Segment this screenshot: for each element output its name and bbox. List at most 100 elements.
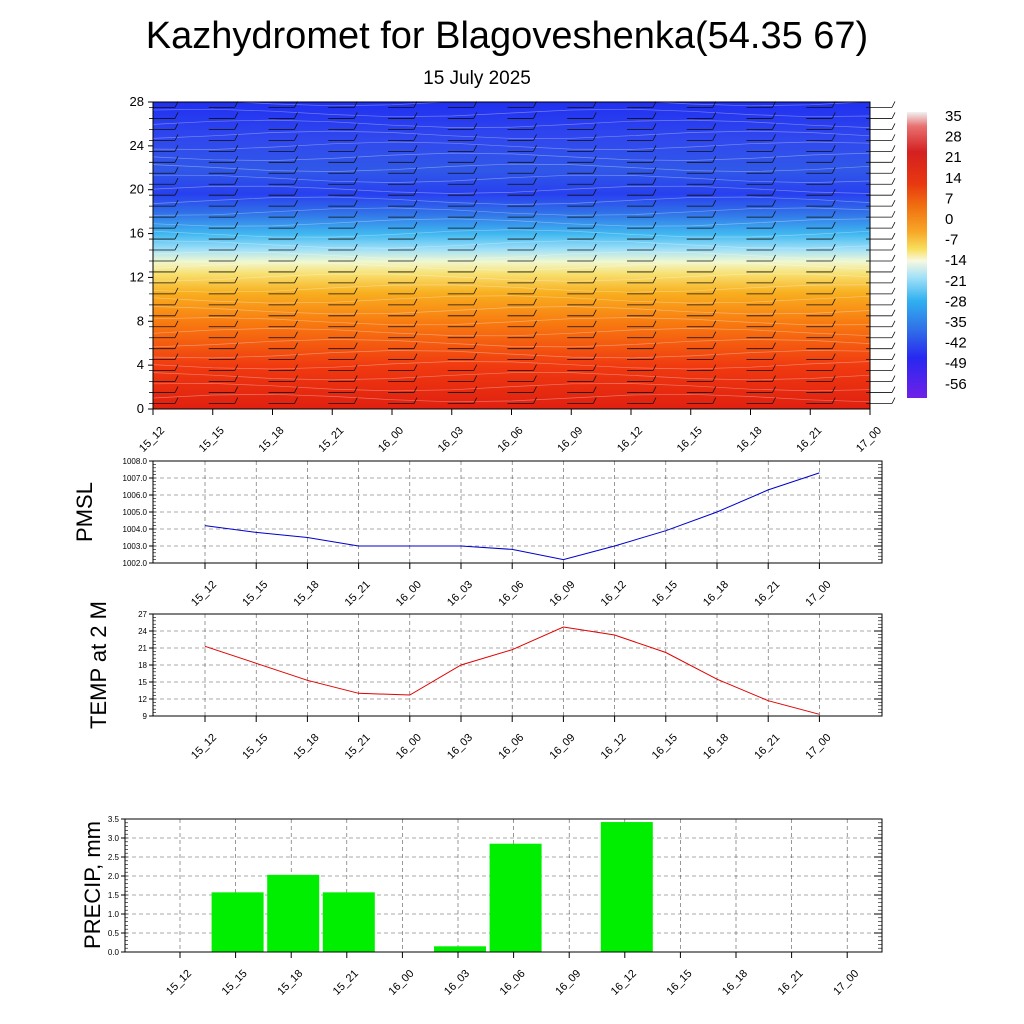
wind-barb-flag bbox=[234, 199, 239, 207]
heatmap-contour bbox=[152, 130, 871, 139]
wind-barb-flag bbox=[294, 397, 298, 404]
p4-y-tick-label: 3.5 bbox=[108, 815, 120, 824]
wind-barb-flag bbox=[174, 265, 179, 273]
wind-barb-flag bbox=[831, 112, 836, 119]
wind-barb-flag bbox=[712, 232, 717, 240]
wind-barb-flag bbox=[174, 397, 179, 404]
wind-barb-flag bbox=[294, 178, 298, 185]
wind-barb-flag bbox=[891, 167, 896, 174]
wind-barb-flag bbox=[772, 156, 776, 163]
pmsl-grid bbox=[153, 460, 882, 564]
heatmap-contour bbox=[152, 372, 871, 381]
wind-barb-flag bbox=[413, 287, 418, 295]
wind-barb-flag bbox=[413, 112, 418, 119]
wind-barb-flag bbox=[831, 145, 836, 152]
wind-barb-flag bbox=[533, 156, 537, 163]
wind-barb-flag bbox=[473, 123, 478, 130]
heatmap-y-tick-label: 28 bbox=[130, 94, 144, 109]
wind-barb-flag bbox=[413, 134, 418, 141]
temp-line bbox=[204, 626, 820, 715]
wind-barbs bbox=[149, 101, 896, 404]
wind-barb-flag bbox=[652, 221, 657, 229]
wind-barb-flag bbox=[533, 210, 537, 218]
wind-barb-flag bbox=[533, 189, 537, 196]
wind-barb-flag bbox=[353, 375, 358, 382]
wind-barb-flag bbox=[174, 178, 179, 185]
wind-barb-flag bbox=[831, 397, 836, 404]
wind-barb-flag bbox=[174, 353, 179, 360]
wind-barb-flag bbox=[891, 276, 896, 284]
wind-barb-flag bbox=[831, 309, 836, 316]
wind-barb-flag bbox=[592, 232, 597, 240]
p3-y-tick-label: 12 bbox=[138, 695, 147, 704]
wind-barb-flag bbox=[831, 265, 836, 273]
wind-barb-flag bbox=[294, 199, 298, 207]
wind-barb-flag bbox=[831, 123, 836, 130]
p3-x-tick-label: 16_12 bbox=[599, 732, 629, 762]
colorbar-label: 14 bbox=[945, 170, 962, 187]
wind-barb-flag bbox=[294, 156, 298, 163]
wind-barb-flag bbox=[473, 254, 478, 262]
wind-barb-flag bbox=[174, 243, 179, 251]
wind-barb-flag bbox=[712, 123, 717, 130]
colorbar-label: 35 bbox=[945, 108, 962, 125]
heatmap-contour bbox=[152, 163, 871, 172]
wind-barb-flag bbox=[772, 386, 776, 393]
p2-x-tick-label: 16_15 bbox=[650, 579, 680, 609]
wind-barb-flag bbox=[174, 342, 179, 349]
wind-barb-flag bbox=[592, 386, 597, 393]
wind-barb-flag bbox=[353, 386, 358, 393]
wind-barb-flag bbox=[831, 243, 836, 251]
wind-barb-flag bbox=[831, 189, 836, 196]
wind-barb-flag bbox=[533, 178, 537, 185]
wind-barb-flag bbox=[174, 221, 179, 229]
wind-barb-flag bbox=[174, 375, 179, 382]
p2-x-tick-label: 15_12 bbox=[189, 579, 219, 609]
wind-barb-flag bbox=[592, 243, 597, 251]
heatmap-contour bbox=[152, 328, 871, 337]
wind-barb-flag bbox=[294, 232, 298, 240]
pmsl-line bbox=[204, 472, 820, 561]
wind-barb-flag bbox=[891, 397, 896, 404]
wind-barb-flag bbox=[234, 232, 239, 240]
heatmap-y-tick-label: 24 bbox=[130, 138, 144, 153]
wind-barb-flag bbox=[891, 156, 896, 163]
p4-y-tick-label: 0.0 bbox=[108, 948, 120, 957]
wind-barb-flag bbox=[174, 134, 179, 141]
wind-barb-flag bbox=[533, 375, 537, 382]
wind-barb-flag bbox=[831, 276, 836, 284]
wind-barb-flag bbox=[353, 145, 358, 152]
wind-barb-flag bbox=[473, 112, 478, 119]
wind-barb-flag bbox=[712, 342, 717, 349]
heatmap-x-tick-label: 15_18 bbox=[257, 425, 287, 455]
wind-barb-flag bbox=[473, 232, 478, 240]
heatmap-contour bbox=[152, 284, 871, 293]
wind-barb-flag bbox=[294, 243, 298, 251]
wind-barb-flag bbox=[413, 320, 418, 327]
wind-barb-flag bbox=[294, 221, 298, 229]
wind-barb-flag bbox=[592, 298, 597, 306]
wind-barb-flag bbox=[234, 375, 239, 382]
wind-barb-flag bbox=[592, 189, 597, 196]
wind-barb-flag bbox=[772, 178, 776, 185]
wind-barb-flag bbox=[592, 353, 597, 360]
chart-title: Kazhydromet for Blagoveshenka(54.35 67) bbox=[146, 15, 868, 57]
wind-barb-flag bbox=[413, 353, 418, 360]
wind-barb-flag bbox=[353, 243, 358, 251]
p4-x-tick-label: 16_15 bbox=[664, 968, 694, 998]
wind-barb-flag bbox=[413, 342, 418, 349]
colorbar-label: -28 bbox=[945, 293, 967, 310]
colorbar-label: -7 bbox=[945, 232, 958, 249]
wind-barb-flag bbox=[772, 309, 776, 316]
heatmap-contour bbox=[152, 207, 871, 216]
wind-barb-flag bbox=[891, 254, 896, 262]
wind-barb-flag bbox=[533, 134, 537, 141]
wind-barb-flag bbox=[294, 276, 298, 284]
wind-barb-flag bbox=[353, 112, 358, 119]
heatmap-x-tick-label: 16_18 bbox=[735, 425, 765, 455]
wind-barb-flag bbox=[891, 232, 896, 240]
wind-barb-flag bbox=[592, 134, 597, 141]
wind-barb-flag bbox=[234, 145, 239, 152]
wind-barb-flag bbox=[353, 276, 358, 284]
